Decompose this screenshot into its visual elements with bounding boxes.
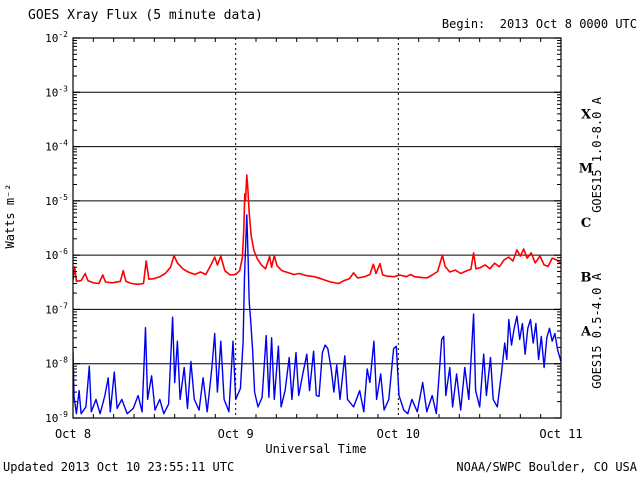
curve-goes15-0.5-4.0-a — [73, 214, 561, 415]
flare-class-letters: X M C B A — [579, 107, 593, 339]
chart-title: GOES Xray Flux (5 minute data) — [28, 8, 263, 23]
channel-label-short: GOES15 0.5-4.0 A — [590, 272, 604, 388]
begin-time-label: Begin: 2013 Oct 8 0000 UTC — [442, 17, 637, 31]
source-credit: NOAA/SWPC Boulder, CO USA — [456, 460, 637, 474]
axis-ticks — [73, 37, 561, 419]
x-axis-title: Universal Time — [265, 442, 366, 456]
flare-class-A: A — [580, 325, 592, 340]
x-tick-label: Oct 8 — [55, 427, 91, 441]
flare-class-C: C — [581, 216, 591, 231]
x-tick-label: Oct 11 — [539, 427, 582, 441]
gridlines — [73, 38, 561, 418]
channel-label-long: GOES15 1.0-8.0 A — [590, 96, 604, 212]
x-tick-labels: Oct 8 Oct 9 Oct 10 Oct 11 — [55, 427, 583, 441]
curve-goes15-1.0-8.0-a — [73, 174, 561, 286]
x-tick-label: Oct 10 — [377, 427, 420, 441]
y-tick-label-1e-7: 10-7 — [45, 301, 68, 316]
flare-class-M: M — [579, 162, 593, 177]
y-axis-title: Watts m⁻² — [3, 183, 17, 248]
y-tick-label-1e-6: 10-6 — [45, 247, 68, 262]
y-tick-label-1e-3: 10-3 — [45, 84, 68, 99]
updated-timestamp: Updated 2013 Oct 10 23:55:11 UTC — [3, 460, 234, 474]
flare-class-X: X — [581, 107, 592, 122]
y-tick-label-1e-4: 10-4 — [45, 139, 68, 154]
y-tick-label-1e-5: 10-5 — [45, 193, 68, 208]
y-tick-label-1e-2: 10-2 — [45, 30, 68, 45]
y-tick-label-1e-8: 10-8 — [45, 356, 68, 371]
y-tick-label-1e-9: 10-9 — [45, 410, 68, 425]
x-tick-label: Oct 9 — [218, 427, 254, 441]
channel-labels: GOES15 1.0-8.0 A GOES15 0.5-4.0 A — [590, 96, 604, 388]
flux-curves — [73, 174, 561, 415]
y-tick-labels: 10-2 10-3 10-4 10-5 10-6 10-7 10-8 10-9 — [45, 30, 68, 425]
flare-class-B: B — [581, 270, 592, 285]
